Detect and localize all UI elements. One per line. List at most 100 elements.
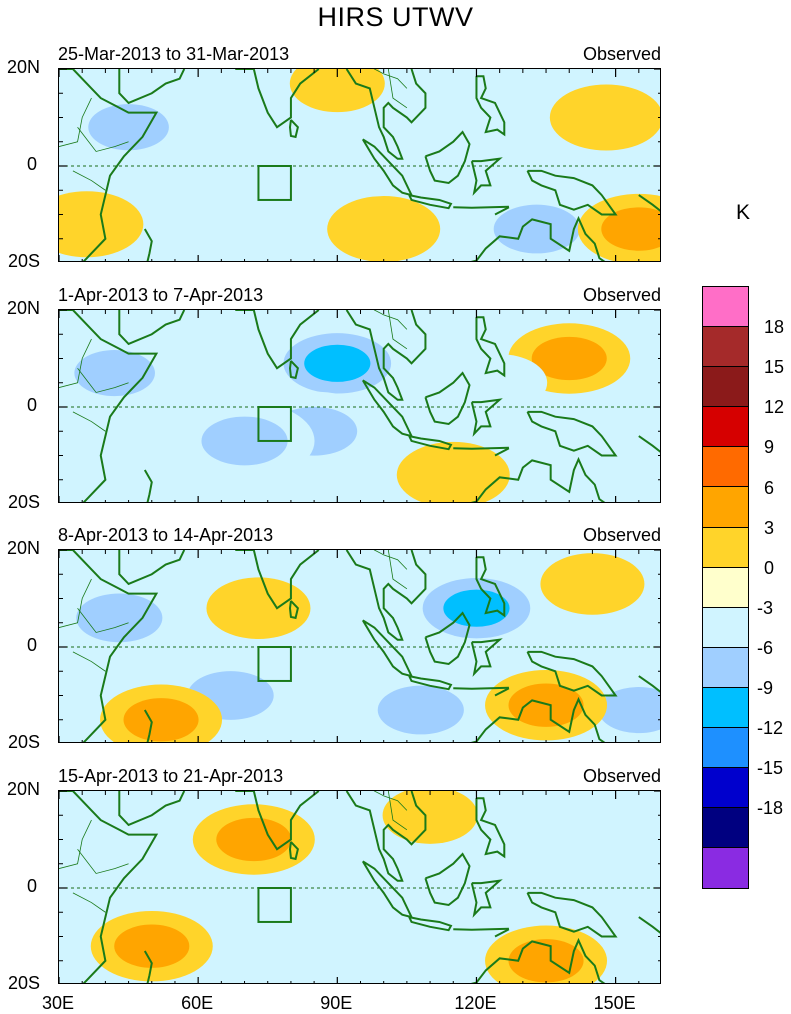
anomaly-contour <box>452 354 548 412</box>
anomaly-contour <box>114 924 190 968</box>
colorbar-label: -12 <box>757 718 784 739</box>
coastline <box>470 456 606 502</box>
coastline <box>345 310 427 401</box>
panel-tag: Observed <box>582 766 661 786</box>
country-border <box>59 338 92 388</box>
colorbar-swatch <box>703 407 748 448</box>
coastline <box>494 687 510 697</box>
coastline <box>453 446 509 450</box>
coastline <box>526 891 618 938</box>
anomaly-contour <box>201 416 288 466</box>
lat-label: 0 <box>26 154 37 174</box>
colorbar-label: 0 <box>764 557 775 578</box>
coastline <box>361 619 414 678</box>
anomaly-contour <box>243 108 357 175</box>
lat-label: 0 <box>26 395 37 415</box>
coastline <box>408 435 453 451</box>
coastline <box>408 194 453 210</box>
country-border <box>59 578 92 628</box>
country-border <box>77 607 129 633</box>
panel-date-range: 15-Apr-2013 to 21-Apr-2013 <box>58 766 284 786</box>
lat-label: 20N <box>6 57 40 77</box>
country-border <box>77 848 129 874</box>
anomaly-contour <box>59 191 144 258</box>
country-border <box>77 367 129 393</box>
coastline <box>470 398 503 437</box>
anomaly-contour <box>88 104 169 151</box>
coastline <box>453 686 509 690</box>
coastline <box>59 550 159 742</box>
coastline <box>235 69 320 129</box>
coastline <box>494 206 510 216</box>
coastline <box>345 550 427 641</box>
anomaly-contour <box>415 77 520 139</box>
coastline <box>361 138 414 197</box>
map-panel-svg <box>59 791 660 983</box>
colorbar-swatch <box>703 848 748 889</box>
colorbar-swatch <box>703 808 748 849</box>
country-border <box>373 550 408 570</box>
coastline <box>526 169 618 216</box>
lat-label: 20S <box>7 732 40 752</box>
anomaly-contour <box>568 835 660 893</box>
colorbar <box>702 286 749 890</box>
map-panel-svg <box>59 310 660 502</box>
anomaly-contour <box>461 847 566 910</box>
colorbar-swatch <box>703 447 748 488</box>
map-panel-svg <box>59 69 660 261</box>
colorbar-label: 9 <box>764 437 775 458</box>
country-border <box>387 550 408 590</box>
country-border <box>72 651 106 672</box>
coastline <box>424 852 471 907</box>
country-border <box>72 411 106 432</box>
anomaly-contour <box>601 207 660 251</box>
lat-label: 20S <box>7 973 40 993</box>
country-border <box>387 310 408 350</box>
lon-label: 150E <box>593 993 636 1013</box>
coastline <box>494 447 510 457</box>
colorbar-label: -3 <box>757 597 774 618</box>
coastline <box>638 675 660 693</box>
coastline <box>118 69 186 105</box>
unit-label: K <box>736 201 751 224</box>
coastline <box>361 379 414 438</box>
colorbar-swatch <box>703 327 748 368</box>
anomaly-contour <box>540 553 645 615</box>
anomaly-contour <box>508 683 584 727</box>
panel-tag: Observed <box>582 525 661 545</box>
colorbar-label: -9 <box>757 678 774 698</box>
country-border <box>59 97 92 147</box>
anomaly-contour <box>327 196 441 261</box>
coastline <box>470 157 503 196</box>
coastline <box>494 928 510 938</box>
coastline <box>638 435 660 453</box>
region-box <box>257 646 292 682</box>
country-border <box>59 819 92 869</box>
anomaly-contour <box>206 577 311 639</box>
panel-date-range: 25-Mar-2013 to 31-Mar-2013 <box>58 44 290 64</box>
coastline <box>143 469 153 502</box>
anomaly-contour <box>549 84 660 151</box>
colorbar-label: 18 <box>764 317 785 338</box>
coastline <box>424 371 471 426</box>
colorbar-label: 3 <box>764 517 775 538</box>
coastline <box>408 675 453 691</box>
country-border <box>77 126 129 152</box>
lat-label: 20S <box>7 492 40 512</box>
coastline <box>453 927 509 931</box>
anomaly-contour <box>508 939 584 983</box>
coastline <box>470 879 503 918</box>
country-border <box>72 892 106 913</box>
anomaly-contour <box>531 336 607 381</box>
colorbar-swatch <box>703 367 748 408</box>
lon-label: 30E <box>41 993 75 1013</box>
anomaly-contour <box>382 791 478 844</box>
coastline <box>526 410 618 457</box>
colorbar-label: 6 <box>764 477 775 498</box>
country-border <box>72 170 106 191</box>
coastline <box>475 797 506 859</box>
lon-label: 120E <box>454 993 497 1013</box>
panel-date-range: 8-Apr-2013 to 14-Apr-2013 <box>58 525 274 545</box>
coastline <box>475 556 506 618</box>
lat-label: 20N <box>6 538 40 558</box>
